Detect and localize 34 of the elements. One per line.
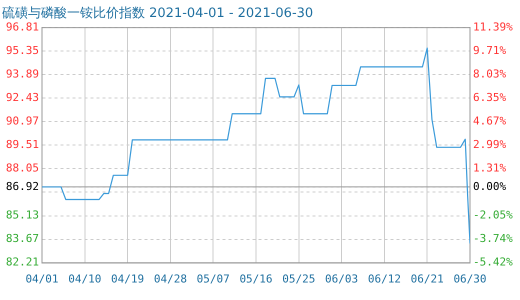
- y2-tick-label: 9.71%: [473, 44, 506, 57]
- y-tick-label: 93.89: [6, 68, 39, 80]
- y2-tick-label: 8.03%: [473, 67, 506, 80]
- y-tick-label: 85.13: [6, 208, 39, 222]
- y-tick-label: 96.81: [6, 20, 39, 34]
- x-tick-label: 04/28: [154, 272, 187, 286]
- y-tick-label: 86.92: [6, 180, 39, 193]
- y2-tick-label: 6.35%: [473, 90, 506, 104]
- x-tick-label: 05/25: [282, 272, 316, 286]
- y-tick-label: 95.35: [6, 44, 39, 57]
- y2-tick-label: 2.99%: [473, 138, 506, 151]
- y2-tick-label: 4.67%: [473, 114, 506, 128]
- x-tick-label: 04/01: [25, 272, 59, 286]
- x-tick-label: 06/03: [325, 272, 358, 286]
- x-tick-label: 05/07: [196, 272, 230, 286]
- y2-tick-label: 1.31%: [473, 161, 506, 174]
- y2-tick-label: 0.00%: [473, 180, 506, 193]
- y-tick-label: 92.43: [6, 91, 39, 104]
- y2-tick-label: 11.39%: [473, 20, 514, 34]
- x-tick-label: 06/30: [453, 272, 487, 286]
- y-tick-label: 89.51: [6, 138, 39, 152]
- x-tick-label: 06/21: [410, 272, 444, 286]
- y-tick-label: 83.67: [6, 232, 39, 246]
- y2-tick-label: -3.74%: [473, 232, 514, 246]
- y2-tick-label: -5.42%: [473, 256, 514, 269]
- x-tick-label: 04/19: [111, 272, 144, 286]
- x-tick-label: 04/10: [68, 272, 102, 286]
- y-tick-label: 88.05: [6, 162, 39, 175]
- y-tick-label: 82.21: [6, 256, 39, 269]
- chart-title: 硫磺与磷酸一铵比价指数 2021-04-01 - 2021-06-30: [2, 6, 314, 22]
- y2-tick-label: -2.05%: [473, 208, 514, 222]
- x-tick-label: 05/16: [239, 272, 273, 286]
- y-tick-label: 90.97: [6, 114, 39, 128]
- x-tick-label: 06/12: [368, 272, 401, 286]
